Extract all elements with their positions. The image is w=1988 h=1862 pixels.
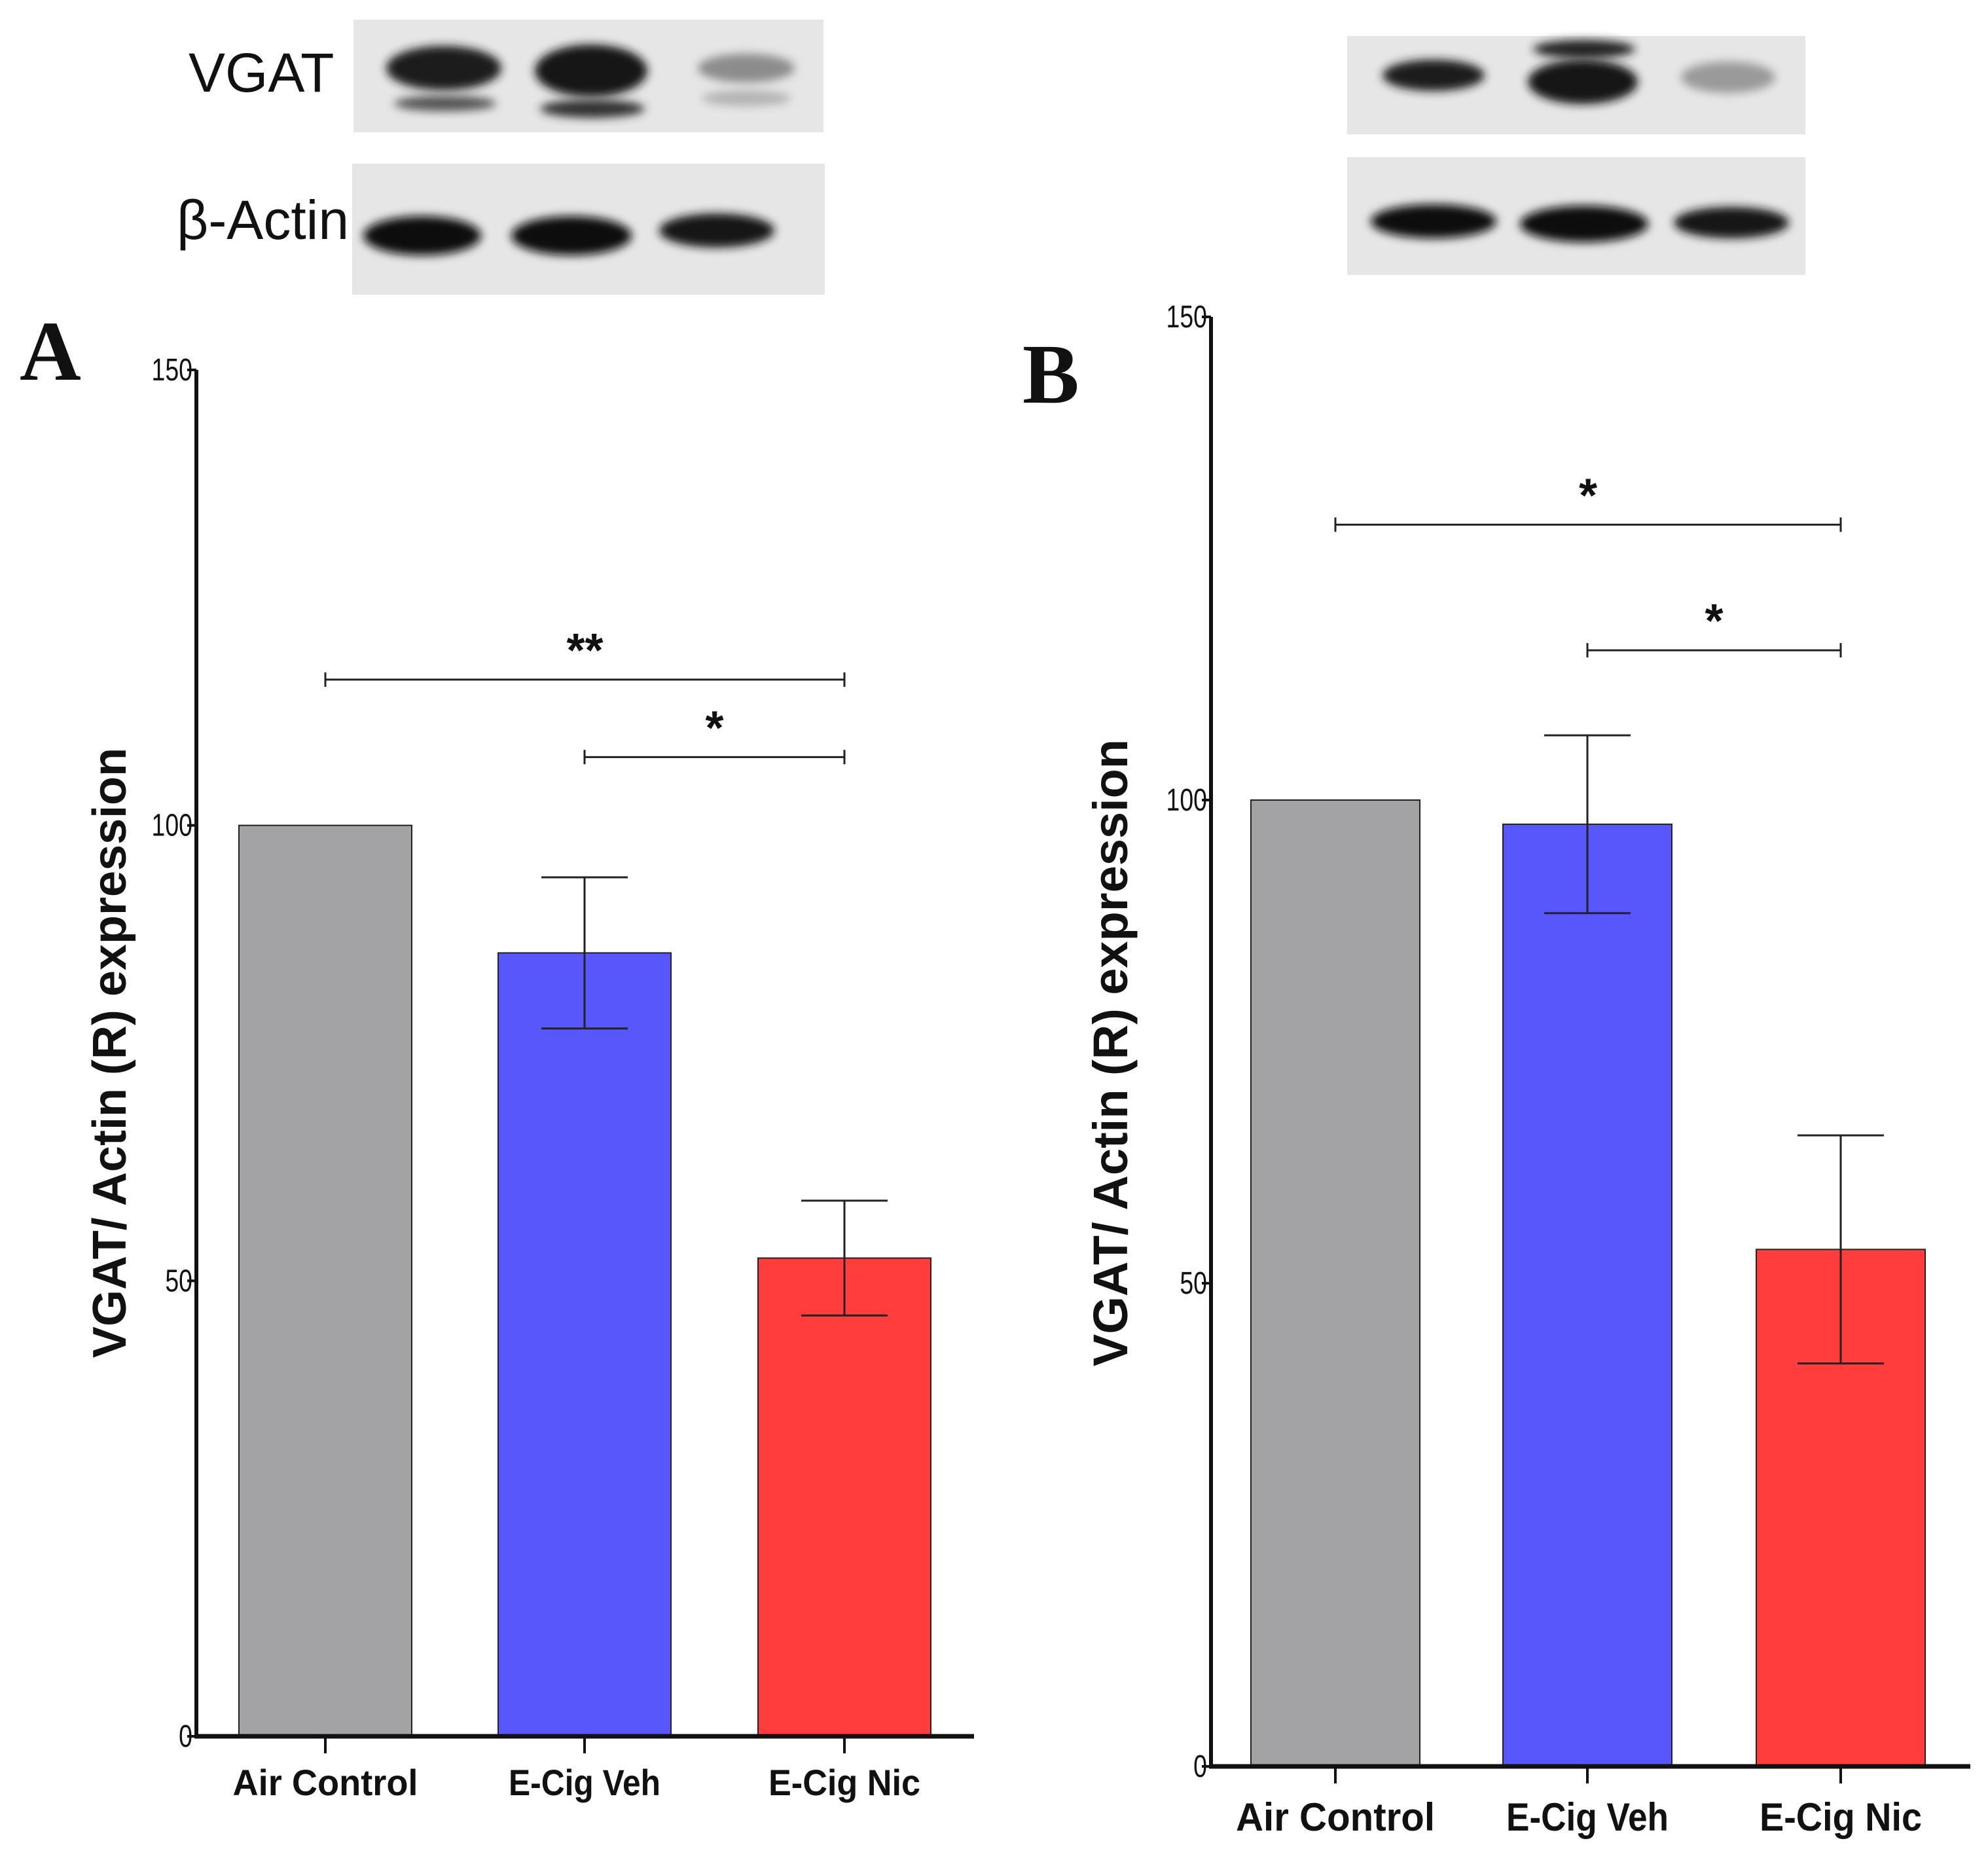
y-tick-label: 150 (1166, 300, 1207, 335)
bar-air-control (238, 824, 412, 1737)
significance-label: * (1579, 469, 1597, 522)
y-tick-label: 150 (152, 353, 192, 388)
significance-bracket: * (583, 702, 846, 765)
significance-label: ** (566, 625, 603, 677)
y-tick-label: 50 (165, 1264, 192, 1299)
x-category-label: E-Cig Nic (768, 1762, 920, 1803)
significance-bracket: * (1334, 469, 1842, 532)
blot-a-vgat-strip (353, 20, 823, 132)
error-bar (541, 876, 628, 1030)
y-axis-label: VGAT/ Actin (R) expression (1083, 739, 1138, 1366)
panel-letter-b: B (1022, 327, 1079, 422)
significance-bracket: * (1586, 595, 1842, 658)
chart-b: 0 50 100 150 Air Control E-Cig Veh E-Cig Nic VG… (1083, 300, 1970, 1839)
blot-b (1347, 36, 1805, 275)
x-category-label: E-Cig Veh (509, 1762, 660, 1803)
significance-label: * (705, 702, 723, 754)
bar-e-cig-veh (497, 952, 672, 1737)
bar-air-control (1250, 799, 1420, 1767)
blot-vgat-label: VGAT (189, 42, 334, 103)
error-bar (801, 1199, 888, 1317)
significance-label: * (1705, 595, 1723, 648)
blot-b-vgat-strip (1347, 36, 1805, 134)
significance-bracket: ** (324, 625, 846, 687)
blot-actin-label: β-Actin (177, 189, 349, 251)
error-bar (1544, 734, 1631, 915)
bar-e-cig-veh (1502, 823, 1672, 1767)
x-category-label: Air Control (233, 1762, 418, 1803)
y-tick-label: 0 (1193, 1749, 1207, 1785)
x-category-label: E-Cig Nic (1760, 1795, 1922, 1839)
y-tick-label: 50 (1180, 1266, 1207, 1302)
blot-a-actin-strip (352, 164, 825, 295)
y-tick-label: 100 (1166, 783, 1207, 818)
x-category-label: E-Cig Veh (1506, 1795, 1669, 1839)
y-tick-label: 0 (179, 1719, 192, 1755)
panel-letter-a: A (20, 304, 81, 399)
error-bar (1798, 1134, 1884, 1365)
blot-b-actin-strip (1347, 157, 1805, 275)
x-category-label: Air Control (1236, 1795, 1435, 1839)
y-axis-label: VGAT/ Actin (R) expression (84, 748, 136, 1358)
bar-e-cig-nic (757, 1257, 931, 1738)
chart-a: 0 50 100 150 Air Control E-Cig Veh E-Cig Nic VG… (84, 353, 974, 1803)
y-tick-label: 100 (152, 808, 192, 843)
blot-a: VGAT β-Actin (177, 20, 825, 295)
